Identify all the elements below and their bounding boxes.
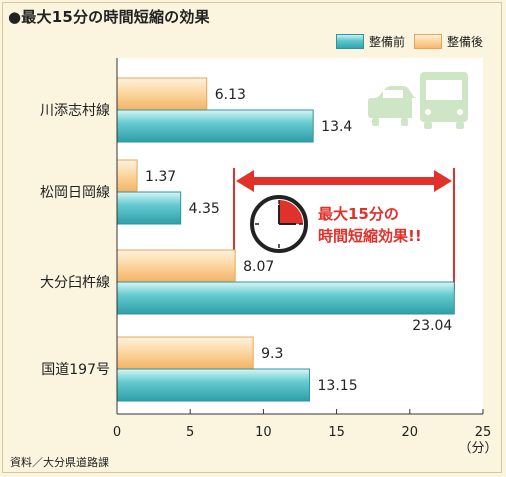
bar-after — [116, 77, 208, 111]
bar-before — [116, 109, 314, 143]
bar-value-label: 4.35 — [189, 201, 220, 217]
category-label: 国道197号 — [41, 362, 110, 378]
bar-value-label: 13.4 — [321, 119, 352, 135]
category-label: 川添志村線 — [40, 103, 110, 119]
bar-value-label: 8.07 — [243, 259, 274, 275]
x-axis-unit: （分） — [458, 441, 497, 456]
bus-icon — [420, 72, 468, 129]
legend-item-after: 整備後 — [414, 33, 483, 50]
clock-icon — [250, 195, 308, 253]
category-label: 大分臼杵線 — [40, 275, 110, 291]
chart-title: ●最大15分の時間短縮の効果 — [8, 8, 210, 26]
double-arrow-icon — [233, 168, 455, 290]
chart-frame — [2, 2, 502, 473]
bar-value-label: 9.3 — [261, 346, 283, 362]
legend-item-before: 整備前 — [336, 33, 405, 50]
legend-swatch-before — [336, 34, 364, 49]
x-tick-label: 25 — [475, 425, 492, 440]
bar-after — [116, 336, 254, 370]
bar-value-label: 23.04 — [412, 318, 452, 334]
legend-swatch-after — [414, 34, 442, 49]
bar-value-label: 6.13 — [215, 87, 246, 103]
x-tick-label: 0 — [113, 425, 121, 440]
x-tick-label: 15 — [328, 425, 345, 440]
category-label: 松岡日岡線 — [40, 185, 110, 201]
source-note: 資料／大分県道路課 — [10, 456, 109, 469]
bar-after — [116, 249, 236, 283]
bar-before — [116, 281, 455, 315]
annotation-line1: 最大15分の — [318, 205, 399, 223]
x-tick-label: 10 — [255, 425, 272, 440]
bar-after — [116, 159, 138, 193]
bar-value-label: 13.15 — [318, 378, 358, 394]
legend-label-before: 整備前 — [369, 35, 406, 49]
bar-before — [116, 191, 182, 225]
car-icon — [368, 86, 417, 126]
legend-label-after: 整備後 — [447, 35, 484, 49]
bar-value-label: 1.37 — [145, 169, 176, 185]
bar-before — [116, 368, 311, 402]
x-tick-label: 5 — [186, 425, 194, 440]
annotation-line2: 時間短縮効果!! — [318, 227, 422, 245]
x-tick-label: 20 — [402, 425, 419, 440]
